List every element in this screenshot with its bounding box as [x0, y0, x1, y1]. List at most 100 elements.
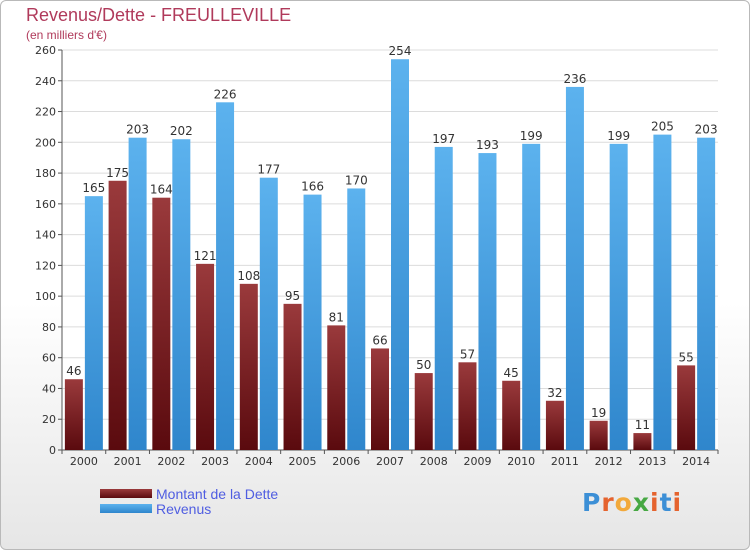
y-tick-label: 160: [35, 198, 56, 211]
data-label-revenus: 205: [651, 120, 674, 134]
bar-revenus: [216, 102, 235, 451]
x-tick-label: 2001: [114, 455, 142, 468]
data-label-revenus: 236: [563, 72, 586, 86]
data-label-revenus: 226: [214, 87, 237, 101]
bar-revenus: [84, 196, 103, 450]
legend-label-dette: Montant de la Dette: [156, 486, 279, 502]
x-tick-label: 2004: [245, 455, 273, 468]
bar-dette: [371, 348, 389, 450]
data-label-dette: 46: [66, 364, 81, 378]
y-tick-label: 220: [35, 106, 56, 119]
bar-dette: [589, 420, 608, 450]
logo-letter: t: [659, 488, 673, 517]
logo-letter: i: [672, 488, 683, 517]
logo-letter: x: [632, 488, 650, 517]
x-tick-label: 2013: [638, 455, 666, 468]
bar-dette: [414, 373, 433, 450]
x-tick-label: 2009: [463, 455, 491, 468]
bar-dette: [64, 379, 83, 450]
bar-dette: [108, 180, 127, 450]
bar-dette: [502, 380, 521, 450]
data-label-revenus: 203: [695, 123, 718, 137]
data-label-revenus: 203: [126, 123, 149, 137]
bar-revenus: [172, 139, 191, 450]
data-label-dette: 32: [547, 386, 562, 400]
data-label-revenus: 202: [170, 124, 193, 138]
y-tick-label: 140: [35, 229, 56, 242]
bar-revenus: [128, 137, 147, 450]
logo-letter: P: [582, 488, 602, 517]
y-tick-label: 80: [42, 321, 56, 334]
bar-revenus: [259, 177, 278, 450]
x-tick-label: 2010: [507, 455, 535, 468]
logo-letter: o: [614, 488, 633, 517]
bar-dette: [677, 365, 696, 450]
data-label-revenus: 166: [301, 180, 324, 194]
y-tick-label: 180: [35, 167, 56, 180]
x-tick-label: 2000: [70, 455, 98, 468]
x-tick-label: 2014: [682, 455, 710, 468]
bar-dette: [327, 325, 346, 450]
data-label-dette: 95: [285, 289, 300, 303]
y-tick-label: 260: [35, 44, 56, 57]
data-label-dette: 164: [150, 183, 173, 197]
bar-revenus: [347, 188, 366, 450]
data-label-revenus: 177: [257, 163, 280, 177]
bar-revenus: [478, 153, 497, 451]
data-label-dette: 175: [106, 166, 129, 180]
x-tick-label: 2007: [376, 455, 404, 468]
legend-swatch-revenus: [100, 504, 152, 513]
data-label-dette: 81: [329, 310, 344, 324]
x-tick-label: 2012: [595, 455, 623, 468]
y-tick-label: 240: [35, 75, 56, 88]
bar-dette: [545, 400, 564, 450]
x-tick-label: 2008: [420, 455, 448, 468]
x-tick-label: 2006: [332, 455, 360, 468]
bar-dette: [239, 283, 258, 450]
x-tick-label: 2003: [201, 455, 229, 468]
bar-revenus: [653, 134, 672, 450]
y-tick-label: 0: [49, 444, 56, 457]
legend-swatch-dette: [100, 489, 152, 498]
bar-revenus: [391, 59, 409, 450]
y-tick-label: 40: [42, 382, 56, 395]
bar-dette: [283, 303, 302, 450]
data-label-dette: 45: [504, 366, 519, 380]
y-tick-label: 100: [35, 290, 56, 303]
data-label-dette: 57: [460, 347, 475, 361]
data-label-revenus: 199: [607, 129, 630, 143]
data-label-dette: 55: [678, 350, 693, 364]
x-tick-label: 2011: [551, 455, 579, 468]
data-label-revenus: 199: [520, 129, 543, 143]
bar-revenus: [303, 194, 322, 450]
data-label-dette: 50: [416, 358, 431, 372]
data-label-dette: 19: [591, 406, 606, 420]
y-tick-label: 20: [42, 413, 56, 426]
bar-revenus: [565, 86, 584, 450]
logo-letter: r: [601, 488, 615, 517]
bar-revenus: [697, 137, 716, 450]
data-label-revenus: 165: [82, 181, 105, 195]
plot-area: [62, 50, 718, 450]
data-label-revenus: 197: [432, 132, 455, 146]
logo-letter: i: [650, 488, 660, 517]
chart-subtitle: (en milliers d'€): [26, 28, 107, 42]
bar-revenus: [609, 143, 628, 450]
data-label-dette: 108: [237, 269, 260, 283]
bar-revenus: [434, 146, 453, 450]
legend-label-revenus: Revenus: [156, 501, 212, 517]
data-label-revenus: 193: [476, 138, 499, 152]
data-label-dette: 121: [194, 249, 217, 263]
data-label-revenus: 170: [345, 173, 368, 187]
bar-dette: [633, 433, 652, 450]
bar-dette: [152, 197, 171, 450]
y-tick-label: 200: [35, 136, 56, 149]
bar-dette: [458, 362, 477, 450]
proxiti-logo: Proxiti: [582, 488, 682, 517]
x-tick-label: 2002: [157, 455, 185, 468]
data-label-dette: 66: [372, 333, 387, 347]
chart-title: Revenus/Dette - FREULLEVILLE: [26, 5, 292, 25]
x-tick-label: 2005: [289, 455, 317, 468]
bar-dette: [196, 263, 215, 450]
